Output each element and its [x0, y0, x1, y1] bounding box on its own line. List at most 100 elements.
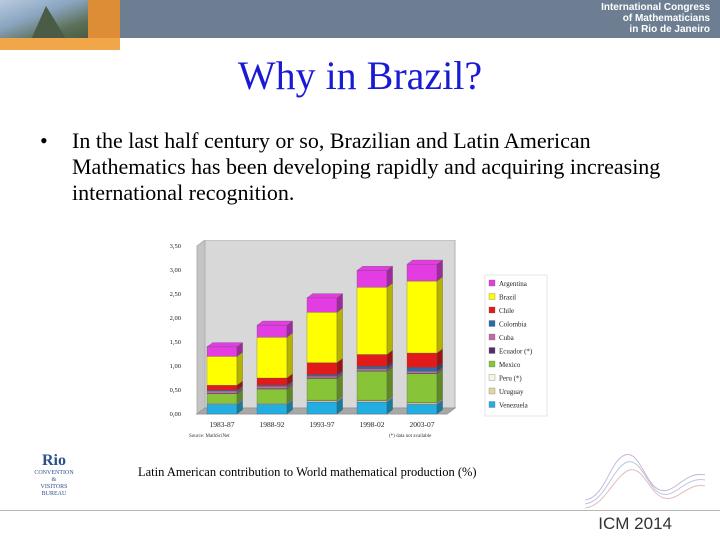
bar-segment-cuba — [206, 390, 238, 394]
bar-segment-cuba — [256, 386, 288, 389]
bar-segment-brazil — [206, 356, 238, 386]
bar-segment-chile — [406, 352, 438, 368]
data-note: (*) data not available — [389, 434, 432, 439]
rio-logo-line: VISITORS — [40, 484, 68, 490]
rio-logo-line: CONVENTION — [34, 470, 74, 476]
stacked-bar-chart: 0,00 0,50 1,00 1,50 2,00 2,50 3,00 3,50 1983-87 1… — [170, 240, 548, 439]
slide-title: Why in Brazil? — [237, 53, 483, 98]
legend-box — [484, 274, 548, 417]
bar-side-brazil — [336, 307, 343, 363]
y-tick-label: 1,00 — [170, 363, 181, 370]
y-tick-label: 0,00 — [170, 411, 181, 418]
bar-side-brazil — [286, 332, 293, 379]
legend-swatch — [488, 306, 496, 314]
bar-segment-brazil — [306, 312, 338, 363]
legend-swatch — [488, 374, 496, 381]
bar-side-brazil — [436, 276, 443, 354]
bar-segment-argentina — [356, 270, 388, 288]
y-tick-label: 2,50 — [170, 291, 181, 298]
legend-swatch — [488, 293, 496, 300]
bar-segment-cuba — [406, 371, 438, 374]
legend-label: Brazil — [499, 294, 516, 302]
bar-segment-brazil — [406, 280, 438, 354]
x-tick-label: 1988-92 — [260, 420, 285, 429]
bar-segment-brazil — [256, 337, 288, 379]
bar-segment-colombia — [356, 366, 388, 370]
bar-segment-argentina — [306, 297, 338, 313]
bar-segment-venezuela — [206, 404, 238, 415]
x-tick-label: 2003-07 — [410, 420, 435, 429]
legend-swatch — [488, 387, 496, 395]
header-orange-strip — [0, 38, 120, 50]
congress-title-line2: of Mathematicians — [622, 13, 710, 24]
legend-label: Argentina — [499, 280, 528, 288]
y-tick-label: 2,00 — [170, 315, 181, 322]
y-tick-label: 0,50 — [170, 387, 181, 394]
bar-segment-mexico — [356, 371, 388, 401]
bar-top-cap — [306, 293, 344, 298]
bullet-text: In the last half century or so, Brazilia… — [72, 128, 661, 205]
bar-segment-argentina — [406, 264, 438, 282]
legend-swatch — [488, 333, 496, 341]
rio-logo-word: Rio — [42, 452, 66, 469]
legend-label: Uruguay — [499, 388, 524, 396]
bar-side-mexico — [386, 366, 393, 401]
bar-segment-cuba — [356, 368, 388, 371]
congress-title-line3: in Rio de Janeiro — [629, 24, 710, 35]
legend-label: Mexico — [499, 361, 521, 369]
bar-segment-mexico — [256, 388, 288, 404]
legend-label: Colombia — [499, 321, 528, 329]
bar-side-brazil — [386, 282, 393, 355]
legend-swatch — [488, 279, 496, 287]
y-tick-label: 3,00 — [170, 267, 181, 274]
bar-segment-mexico — [306, 378, 338, 401]
bar-side-mexico — [436, 369, 443, 403]
footer-divider — [0, 510, 720, 511]
bar-segment-brazil — [356, 287, 388, 355]
bar-segment-argentina — [256, 325, 288, 338]
bar-segment-chile — [356, 354, 388, 367]
legend-swatch — [488, 360, 496, 368]
icm-footer-label: ICM 2014 — [598, 514, 672, 533]
x-tick-label: 1993-97 — [310, 420, 335, 429]
legend-label: Ecuador (*) — [499, 348, 533, 356]
legend-label: Peru (*) — [499, 375, 522, 383]
legend-swatch — [488, 320, 496, 327]
legend-swatch — [488, 347, 496, 354]
bar-segment-uruguay — [306, 400, 338, 403]
bar-side-mexico — [336, 373, 343, 401]
rio-bureau-logo: Rio CONVENTION & VISITORS BUREAU — [34, 452, 74, 498]
y-tick-label: 1,50 — [170, 339, 181, 346]
bar-side-brazil — [236, 351, 243, 386]
bar-segment-colombia — [306, 374, 338, 377]
rio-logo-amp: & — [51, 477, 57, 483]
mountain-shape — [30, 6, 68, 42]
bar-segment-mexico — [406, 373, 438, 403]
bar-top-cap — [356, 266, 394, 271]
bar-segment-venezuela — [356, 401, 388, 415]
bar-segment-uruguay — [406, 402, 438, 405]
legend-swatch — [488, 401, 496, 408]
bar-top-cap — [206, 342, 244, 347]
bar-segment-venezuela — [306, 401, 338, 415]
bar-segment-chile — [206, 385, 238, 391]
bullet-marker: • — [40, 128, 48, 153]
congress-title-line1: International Congress — [601, 2, 710, 13]
bar-segment-colombia — [406, 367, 438, 372]
rio-logo-line: BUREAU — [41, 491, 67, 497]
bar-segment-mexico — [206, 393, 238, 404]
bar-segment-uruguay — [356, 400, 388, 403]
bar-top-cap — [256, 320, 294, 326]
bar-top-cap — [406, 259, 444, 265]
chart-side-wall — [196, 240, 206, 415]
header-bar — [0, 0, 720, 38]
bar-segment-cuba — [306, 375, 338, 379]
wave-surface-graphic — [584, 454, 706, 509]
bar-segment-chile — [256, 377, 288, 386]
bar-segment-argentina — [206, 346, 238, 357]
source-note: Source: MathSciNet — [189, 434, 230, 439]
bar-segment-venezuela — [406, 404, 438, 415]
bar-segment-chile — [306, 362, 338, 375]
congress-title: International Congress of Mathematicians… — [560, 2, 710, 35]
x-tick-label: 1983-87 — [210, 420, 235, 429]
